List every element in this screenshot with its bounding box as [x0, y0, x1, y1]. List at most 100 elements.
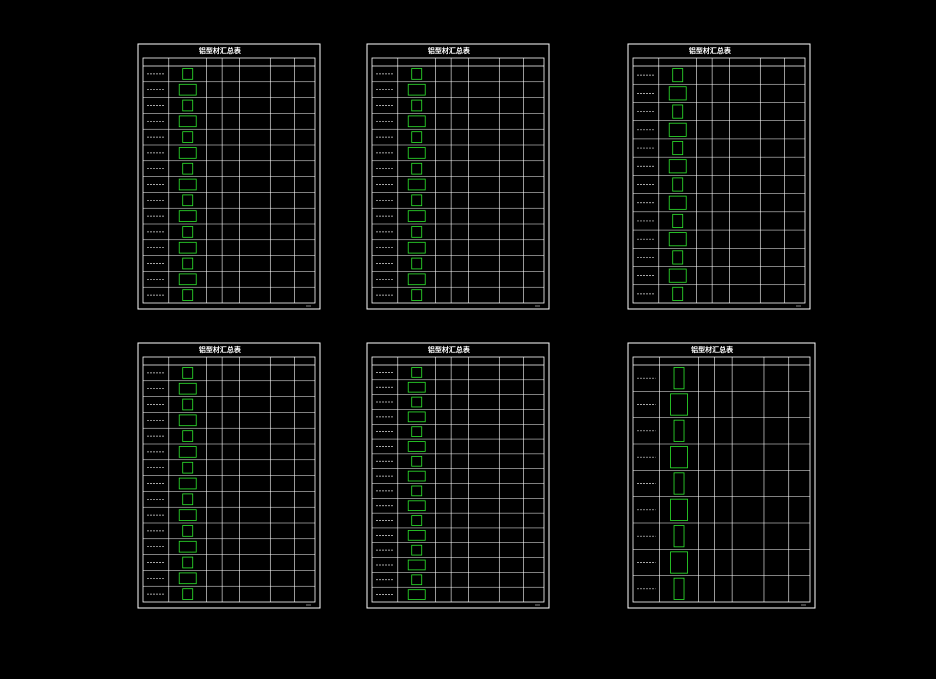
profile-section — [668, 122, 687, 137]
profile-section — [178, 572, 197, 585]
profile-section — [182, 398, 194, 411]
profile-section — [668, 268, 687, 283]
profile-section — [411, 99, 423, 112]
profile-section — [670, 393, 688, 416]
profile-section — [672, 286, 684, 301]
profile-section — [668, 86, 687, 101]
sheet-border — [366, 342, 550, 609]
profile-section — [411, 257, 423, 270]
profile-section — [411, 485, 423, 497]
profile-section — [411, 455, 423, 467]
profile-section — [672, 250, 684, 265]
profile-section — [673, 419, 685, 442]
profile-section — [178, 414, 197, 427]
profile-section — [407, 273, 426, 286]
profile-section — [407, 441, 426, 452]
profile-section — [672, 177, 684, 192]
profile-section — [178, 147, 197, 159]
sheet-title: 铝型材汇总表 — [428, 345, 471, 354]
profile-section — [182, 68, 194, 80]
profile-section — [178, 540, 197, 553]
profile-section — [178, 273, 197, 286]
profile-section — [672, 141, 684, 156]
profile-section — [407, 210, 426, 222]
profile-section — [178, 178, 197, 191]
profile-section — [182, 588, 194, 600]
drawing-sheet: 铝型材汇总表 — [137, 43, 321, 310]
table-frame — [371, 356, 545, 603]
table-frame — [371, 57, 545, 304]
profile-section — [178, 115, 197, 128]
profile-section — [407, 178, 426, 191]
sheet-border — [627, 43, 811, 310]
profile-section — [411, 574, 423, 586]
sheet-title: 铝型材汇总表 — [199, 345, 242, 354]
profile-section — [178, 509, 197, 521]
profile-section — [411, 131, 423, 143]
profile-section — [182, 257, 194, 270]
profile-section — [182, 461, 194, 474]
profile-section — [673, 577, 685, 600]
sheet-title: 铝型材汇总表 — [689, 46, 732, 55]
drawing-sheet: 铝型材汇总表 — [366, 342, 550, 609]
profile-section — [182, 226, 194, 238]
profile-section — [411, 289, 423, 301]
profile-section — [411, 396, 423, 408]
profile-section — [407, 411, 426, 423]
profile-section — [407, 559, 426, 571]
drawing-sheet: 铝型材汇总表 — [137, 342, 321, 609]
profile-section — [407, 83, 426, 96]
profile-section — [407, 500, 426, 512]
profile-section — [670, 551, 688, 574]
profile-section — [182, 162, 194, 175]
sheet-title: 铝型材汇总表 — [199, 46, 242, 55]
profile-section — [407, 470, 426, 482]
sheet-title: 铝型材汇总表 — [691, 345, 734, 354]
drawing-sheet: 铝型材汇总表 — [627, 43, 811, 310]
profile-section — [178, 83, 197, 96]
profile-section — [411, 367, 423, 378]
profile-section — [178, 210, 197, 222]
profile-section — [670, 498, 688, 521]
profile-section — [178, 241, 197, 254]
profile-section — [673, 472, 685, 495]
profile-section — [182, 99, 194, 112]
profile-section — [411, 426, 423, 437]
table-frame — [142, 356, 316, 603]
profile-section — [407, 530, 426, 541]
profile-section — [672, 104, 684, 119]
profile-section — [182, 131, 194, 143]
profile-section — [182, 367, 194, 379]
profile-section — [411, 544, 423, 556]
profile-section — [673, 525, 685, 548]
drawing-sheet: 铝型材汇总表 — [366, 43, 550, 310]
sheet-title: 铝型材汇总表 — [428, 46, 471, 55]
profile-section — [407, 147, 426, 159]
sheet-border — [137, 43, 321, 310]
profile-section — [182, 525, 194, 537]
profile-section — [407, 115, 426, 128]
profile-section — [668, 232, 687, 247]
sheet-border — [366, 43, 550, 310]
profile-section — [411, 194, 423, 207]
table-frame — [142, 57, 316, 304]
profile-section — [407, 589, 426, 600]
profile-section — [182, 289, 194, 301]
profile-section — [411, 162, 423, 175]
profile-section — [182, 556, 194, 569]
profile-section — [411, 68, 423, 80]
sheet-border — [627, 342, 816, 609]
sheet-border — [137, 342, 321, 609]
table-frame — [632, 57, 806, 304]
profile-section — [182, 430, 194, 442]
profile-section — [673, 367, 685, 390]
profile-section — [668, 159, 687, 174]
profile-section — [407, 381, 426, 393]
profile-section — [178, 477, 197, 490]
profile-section — [178, 382, 197, 395]
drawing-sheet: 铝型材汇总表 — [627, 342, 816, 609]
profile-section — [672, 213, 684, 228]
